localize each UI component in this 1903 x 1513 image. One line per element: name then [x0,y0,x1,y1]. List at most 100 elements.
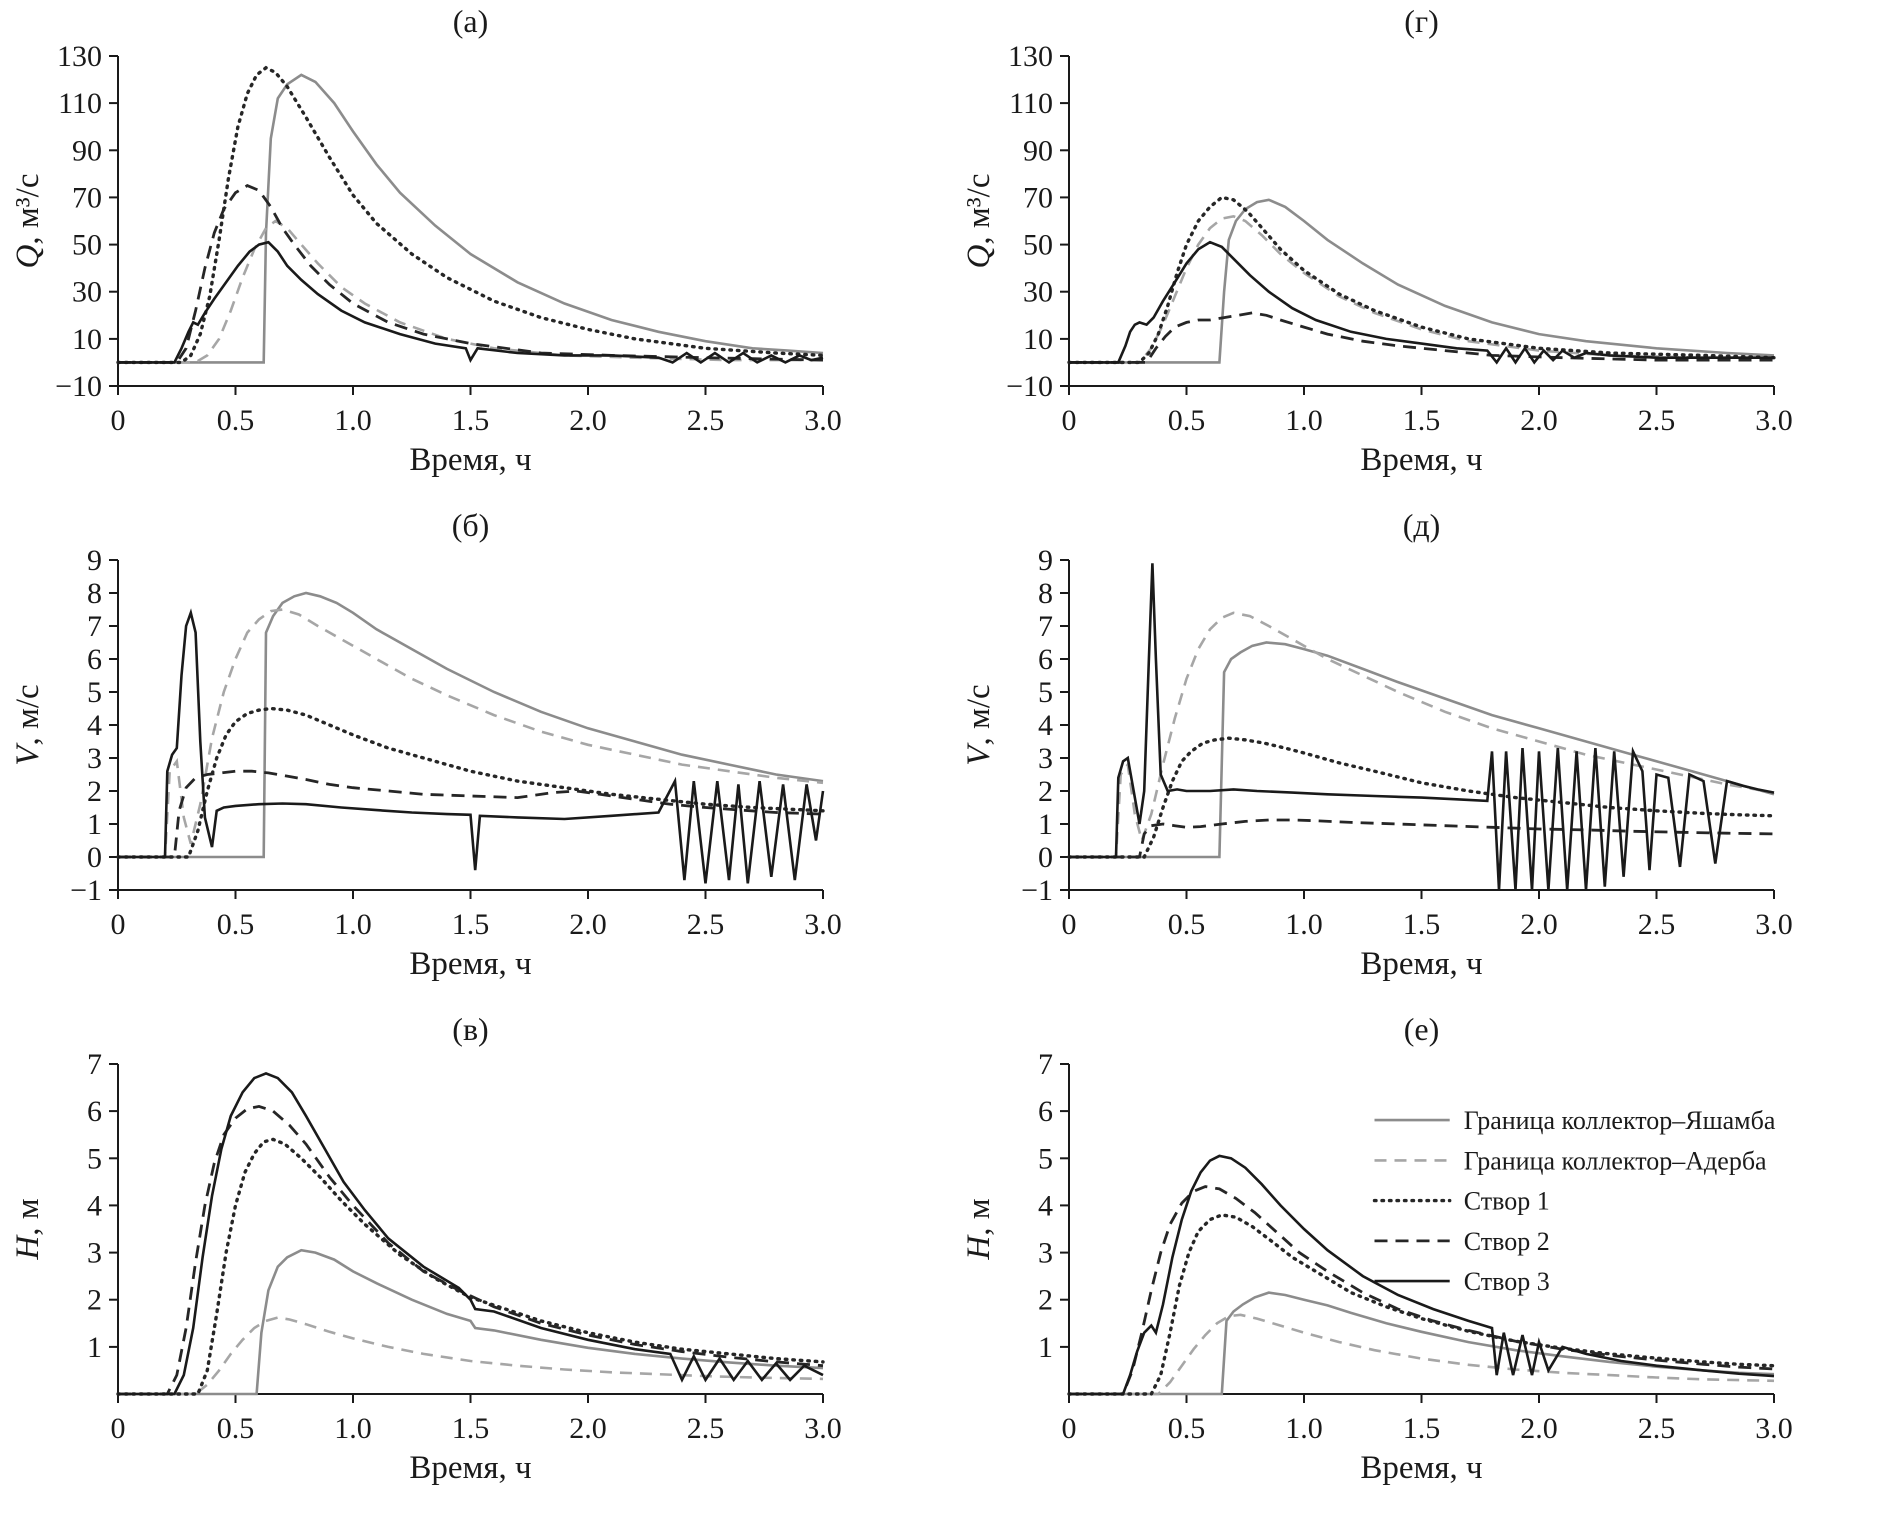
panel-e-depth-chart: 1 2 3 4 5 6 7 0 0.5 1.0 1.5 2.0 2.5 3.0 (е) Время, ч H, … [951,1008,1903,1513]
y-tick-label: 10 [72,323,102,356]
y-tick-label: 8 [1038,577,1053,610]
axes [117,1064,823,1395]
chart-canvas: −10 10 30 50 70 90 110 130 0 0.5 1.0 1.5 2.0 2.5 3.0 (а… [10,3,842,478]
y-tick-label: 1 [1038,808,1053,841]
y-tick-label: 30 [72,276,102,309]
x-tick-label: 0 [111,404,126,437]
y-tick-label: 4 [1038,709,1053,742]
series-line-stvor1 [1067,736,1776,859]
series-line-stvor2 [1069,1185,1775,1396]
panel-g-discharge-chart: −10 10 30 50 70 90 110 130 0 0.5 1.0 1.5 2.0 2.5 3.0 (г… [951,0,1903,504]
panel-title: (е) [1404,1011,1440,1047]
series-line-stvor1 [116,1137,825,1396]
y-tick-label: 50 [1023,229,1053,262]
x-tick-label: 2.0 [569,404,607,437]
axes [117,560,823,891]
chart-canvas: −10 10 30 50 70 90 110 130 0 0.5 1.0 1.5 2.0 2.5 3.0 (г… [961,3,1793,478]
y-tick-label: −1 [1021,874,1053,907]
x-tick-label: 2.5 [1638,1412,1676,1445]
series-line-stvor1 [116,65,825,365]
y-tick-label: 6 [87,1095,102,1128]
y-tick-label: −10 [1006,370,1053,403]
panel-title: (д) [1403,507,1441,543]
y-tick-label: 10 [1023,323,1053,356]
y-tick-label: 1 [1038,1331,1053,1364]
y-tick-label: 3 [1038,742,1053,775]
series-line-stvor2 [118,184,824,364]
series-line-aderba [1069,214,1774,364]
x-tick-label: 1.5 [1403,404,1441,437]
x-axis-label: Время, ч [1360,946,1482,982]
x-tick-label: 3.0 [804,908,842,941]
series-line-yashamba [118,1248,824,1396]
y-tick-label: 110 [1009,87,1053,120]
series-line-stvor2 [1069,818,1775,859]
x-tick-label: 2.0 [1520,404,1558,437]
x-tick-label: 1.0 [334,908,372,941]
series-line-aderba [118,1316,824,1396]
y-tick-label: −10 [55,370,102,403]
x-tick-label: 0 [1062,908,1077,941]
y-tick-label: 7 [1038,610,1053,643]
y-tick-label: 4 [87,709,102,742]
y-tick-label: 5 [1038,676,1053,709]
y-tick-label: 30 [1023,276,1053,309]
y-tick-label: 2 [87,775,102,808]
y-tick-label: 8 [87,577,102,610]
series-line-stvor3 [118,240,824,364]
x-tick-label: 1.0 [1285,1412,1323,1445]
panel-title: (в) [452,1011,488,1047]
x-tick-label: 0.5 [1168,908,1206,941]
legend-label-stvor2: Створ 2 [1464,1227,1550,1256]
panel-v-depth-chart: 1 2 3 4 5 6 7 0 0.5 1.0 1.5 2.0 2.5 3.0 (в) Время, ч H, … [0,1008,951,1513]
series-line-stvor3 [1069,563,1775,891]
series-line-yashamba [1069,198,1775,364]
series-line-stvor3 [118,608,825,884]
series-line-stvor2 [118,769,824,859]
legend-label-stvor3: Створ 3 [1464,1267,1550,1296]
series-line-aderba [1069,1313,1775,1396]
x-tick-label: 1.5 [1403,1412,1441,1445]
y-tick-label: 2 [1038,1284,1053,1317]
y-tick-label: 5 [1038,1142,1053,1175]
series-line-aderba [118,219,823,364]
x-tick-label: 0 [1062,404,1077,437]
y-tick-label: 5 [87,676,102,709]
x-tick-label: 2.5 [687,404,725,437]
x-tick-label: 0.5 [1168,1412,1206,1445]
x-tick-label: 3.0 [1755,404,1793,437]
x-tick-label: 1.5 [452,404,490,437]
axes [1068,560,1774,891]
x-tick-label: 2.5 [1638,908,1676,941]
y-tick-label: 130 [1008,40,1053,73]
x-tick-label: 3.0 [1755,908,1793,941]
x-tick-label: 2.0 [569,1412,607,1445]
x-axis-label: Время, ч [409,946,531,982]
panel-a-discharge-chart: −10 10 30 50 70 90 110 130 0 0.5 1.0 1.5 2.0 2.5 3.0 (а… [0,0,951,504]
y-tick-label: 3 [87,742,102,775]
y-axis-label: H, м [961,1198,997,1260]
chart-canvas: 1 2 3 4 5 6 7 0 0.5 1.0 1.5 2.0 2.5 3.0 (е) Время, ч H, … [961,1011,1793,1486]
x-tick-label: 0 [111,1412,126,1445]
panel-title: (г) [1404,3,1438,39]
y-tick-label: 70 [72,181,102,214]
y-tick-label: 3 [1038,1237,1053,1270]
x-axis-label: Время, ч [1360,1450,1482,1486]
series-line-stvor3 [118,1071,824,1396]
series-line-stvor1 [1067,1213,1776,1396]
series-line-aderba [1069,611,1775,859]
y-tick-label: 50 [72,229,102,262]
legend-label-aderba: Граница коллектор–Адерба [1464,1146,1767,1175]
y-tick-label: 130 [57,40,102,73]
x-tick-label: 2.5 [687,908,725,941]
x-tick-label: 0 [111,908,126,941]
panel-d-velocity-chart: −1 0 1 2 3 4 5 6 7 8 9 0 0.5 1.0 1.5 2.0 2.5 3.0 (д) Время,… [951,504,1903,1008]
series-line-stvor2 [118,1104,824,1396]
y-tick-label: 0 [1038,841,1053,874]
x-axis-label: Время, ч [1360,442,1482,478]
y-tick-label: 9 [87,544,102,577]
series-line-yashamba [118,73,824,364]
x-tick-label: 1.0 [334,404,372,437]
